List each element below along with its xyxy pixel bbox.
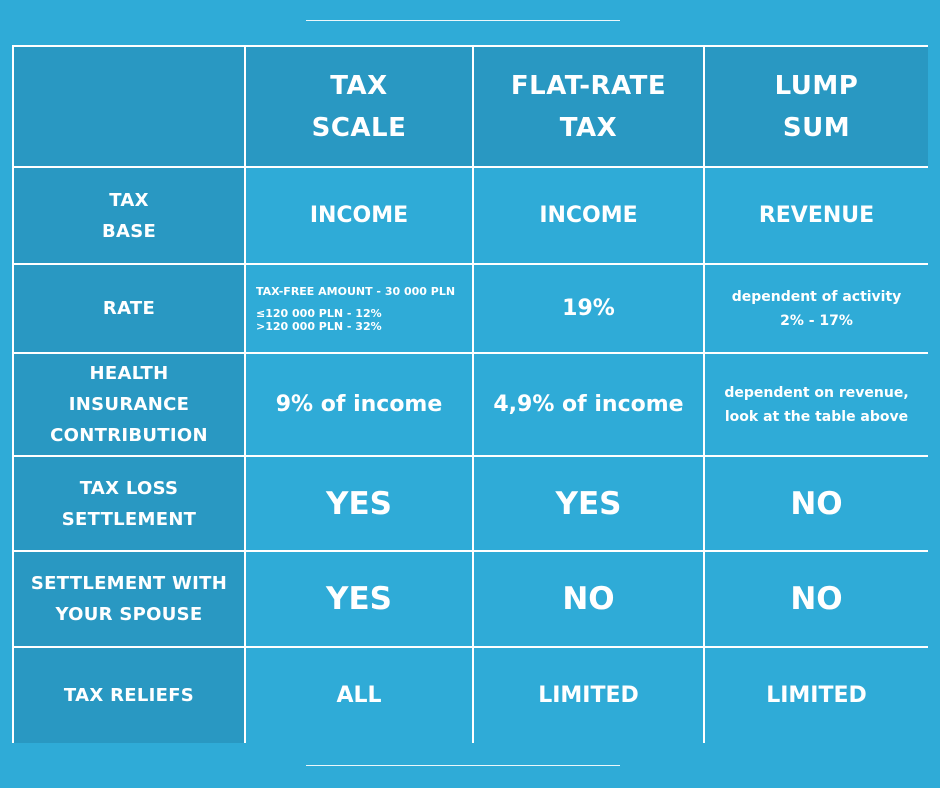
- cell-line: dependent of activity: [731, 288, 902, 305]
- cell-tax-base-tax-scale: INCOME: [246, 168, 472, 263]
- row-label-line: SETTLEMENT WITH: [30, 573, 228, 594]
- cell-rate-lump-sum: dependent of activity 2% - 17%: [705, 265, 928, 352]
- cell-tax-base-lump-sum: REVENUE: [705, 168, 928, 263]
- row-label-line: TAX LOSS: [79, 477, 179, 499]
- row-label-line: BASE: [101, 220, 157, 242]
- column-header-lump-sum: LUMP SUM: [705, 47, 928, 166]
- cell-spouse-lump-sum: NO: [705, 552, 928, 646]
- row-label-line: YOUR SPOUSE: [55, 604, 203, 625]
- column-header-tax-scale: TAX SCALE: [246, 47, 472, 166]
- row-label-line: CONTRIBUTION: [50, 425, 208, 446]
- row-label-spouse-settlement: SETTLEMENT WITH YOUR SPOUSE: [14, 552, 244, 646]
- column-header-line: SCALE: [311, 112, 407, 143]
- cell-line: look at the table above: [724, 408, 909, 425]
- row-label-tax-base: TAX BASE: [14, 168, 244, 263]
- row-label-health-insurance: HEALTH INSURANCE CONTRIBUTION: [14, 354, 244, 455]
- column-header-line: FLAT-RATE: [510, 70, 667, 101]
- column-header-line: SUM: [782, 112, 851, 143]
- cell-tax-loss-tax-scale: YES: [246, 457, 472, 550]
- column-header-line: TAX: [559, 112, 618, 143]
- tax-free-amount: TAX-FREE AMOUNT - 30 000 PLN: [256, 284, 456, 298]
- cell-health-flat-rate: 4,9% of income: [474, 354, 703, 455]
- cell-reliefs-flat-rate: LIMITED: [474, 648, 703, 743]
- column-header-line: TAX: [330, 70, 388, 101]
- row-label-line: SETTLEMENT: [61, 508, 197, 530]
- column-header-flat-rate: FLAT-RATE TAX: [474, 47, 703, 166]
- tax-comparison-table: TAX SCALE FLAT-RATE TAX LUMP SUM TAX BAS…: [12, 45, 928, 743]
- cell-line: dependent on revenue,: [724, 384, 909, 401]
- cell-health-tax-scale: 9% of income: [246, 354, 472, 455]
- bottom-divider: [306, 765, 620, 766]
- corner-cell: [14, 47, 244, 166]
- cell-tax-base-flat-rate: INCOME: [474, 168, 703, 263]
- bracket-lower: ≤120 000 PLN - 12%: [256, 306, 382, 320]
- cell-tax-loss-lump-sum: NO: [705, 457, 928, 550]
- row-label-tax-reliefs: TAX RELIEFS: [14, 648, 244, 743]
- cell-rate-flat-rate: 19%: [474, 265, 703, 352]
- row-label-rate: RATE: [14, 265, 244, 352]
- cell-spouse-tax-scale: YES: [246, 552, 472, 646]
- cell-health-lump-sum: dependent on revenue, look at the table …: [705, 354, 928, 455]
- cell-reliefs-tax-scale: ALL: [246, 648, 472, 743]
- cell-line: 2% - 17%: [780, 312, 853, 329]
- row-label-line: TAX: [109, 189, 149, 211]
- row-label-tax-loss: TAX LOSS SETTLEMENT: [14, 457, 244, 550]
- row-label-line: INSURANCE: [68, 394, 190, 415]
- column-header-line: LUMP: [774, 70, 859, 101]
- cell-reliefs-lump-sum: LIMITED: [705, 648, 928, 743]
- row-label-line: HEALTH: [89, 363, 169, 384]
- top-divider: [306, 20, 620, 21]
- cell-tax-loss-flat-rate: YES: [474, 457, 703, 550]
- bracket-upper: >120 000 PLN - 32%: [256, 319, 382, 333]
- cell-rate-tax-scale: TAX-FREE AMOUNT - 30 000 PLN ≤120 000 PL…: [246, 265, 472, 352]
- cell-spouse-flat-rate: NO: [474, 552, 703, 646]
